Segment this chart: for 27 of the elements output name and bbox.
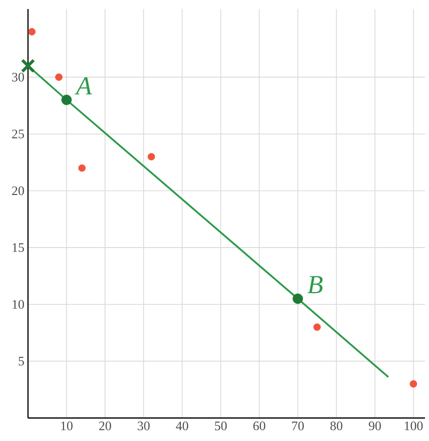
y-tick-label: 5	[18, 356, 24, 366]
y-tick-label: 25	[12, 130, 24, 138]
x-tick-label: 20	[99, 422, 112, 430]
point	[55, 73, 63, 81]
y-tick-label: 15	[12, 243, 24, 252]
y-tick-label: 20	[12, 186, 24, 196]
x-tick-label: 70	[292, 422, 304, 430]
x-tick-label: 30	[138, 422, 150, 430]
x-tick-label: 90	[368, 422, 381, 430]
point	[292, 294, 303, 304]
point	[20, 58, 36, 73]
x-tick-label: 40	[176, 422, 188, 430]
point	[410, 380, 418, 388]
x-tick-label: 100	[404, 422, 423, 430]
point	[28, 28, 36, 36]
annotation: A	[74, 77, 92, 94]
x-tick-label: 50	[214, 422, 227, 430]
point	[61, 94, 72, 106]
point	[148, 153, 156, 160]
x-tick-label: 10	[61, 422, 73, 430]
y-tick-label: 30	[12, 72, 24, 82]
x-tick-label: 80	[330, 422, 342, 430]
y-tick-label: 10	[12, 300, 24, 309]
annotation: B	[308, 276, 323, 294]
x-tick-label: 60	[253, 422, 266, 430]
point	[78, 164, 86, 172]
point	[313, 323, 321, 331]
